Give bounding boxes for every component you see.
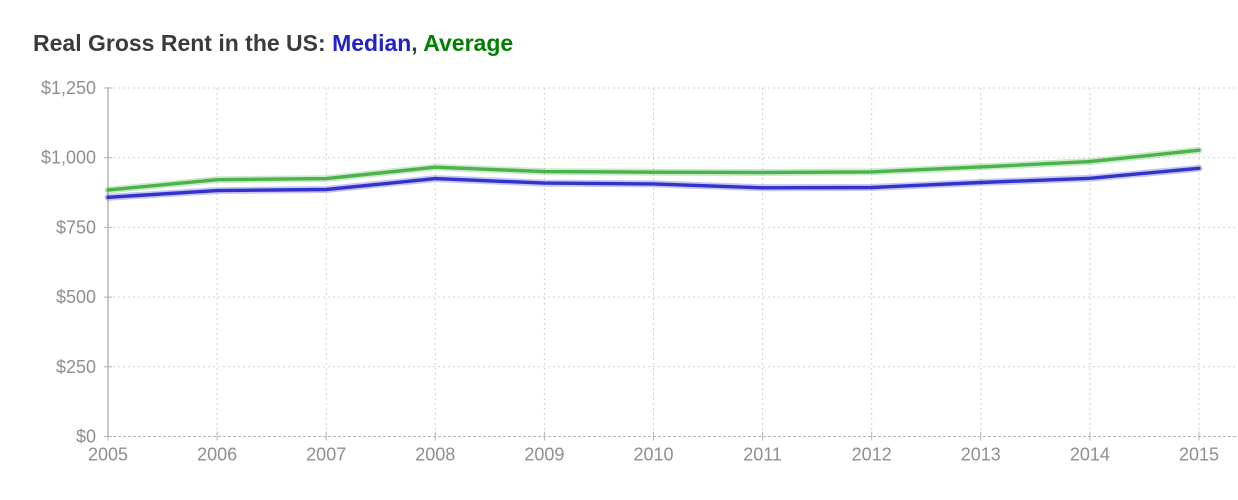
x-axis-tick-label: 2009 [524, 445, 564, 465]
legend-average-label[interactable]: Average [423, 30, 514, 56]
x-axis-tick-label: 2005 [88, 445, 128, 465]
y-axis-tick-label: $500 [56, 287, 96, 307]
y-axis-tick-label: $1,250 [41, 78, 96, 98]
median-line[interactable] [106, 166, 1201, 200]
x-axis-tick-label: 2006 [197, 445, 237, 465]
x-axis-tick-label: 2007 [306, 445, 346, 465]
legend-separator: , [411, 30, 424, 56]
chart-title-text: Real Gross Rent in the US: [33, 30, 333, 56]
x-axis-tick-label: 2008 [415, 445, 455, 465]
x-axis-tick-label: 2012 [852, 445, 892, 465]
y-axis-tick-label: $250 [56, 357, 96, 377]
y-axis-tick-label: $750 [56, 217, 96, 237]
legend-median-label[interactable]: Median [332, 30, 412, 56]
x-axis-tick-label: 2010 [633, 445, 673, 465]
x-axis-tick-label: 2015 [1179, 445, 1219, 465]
x-axis-tick-label: 2014 [1070, 445, 1110, 465]
x-axis-tick-label: 2013 [961, 445, 1001, 465]
y-axis-tick-label: $1,000 [41, 148, 96, 168]
x-axis-tick-label: 2011 [743, 445, 782, 465]
chart-title: Real Gross Rent in the US: Median, Avera… [33, 30, 513, 57]
y-axis-tick-label: $0 [76, 427, 96, 447]
average-line[interactable] [106, 148, 1201, 192]
